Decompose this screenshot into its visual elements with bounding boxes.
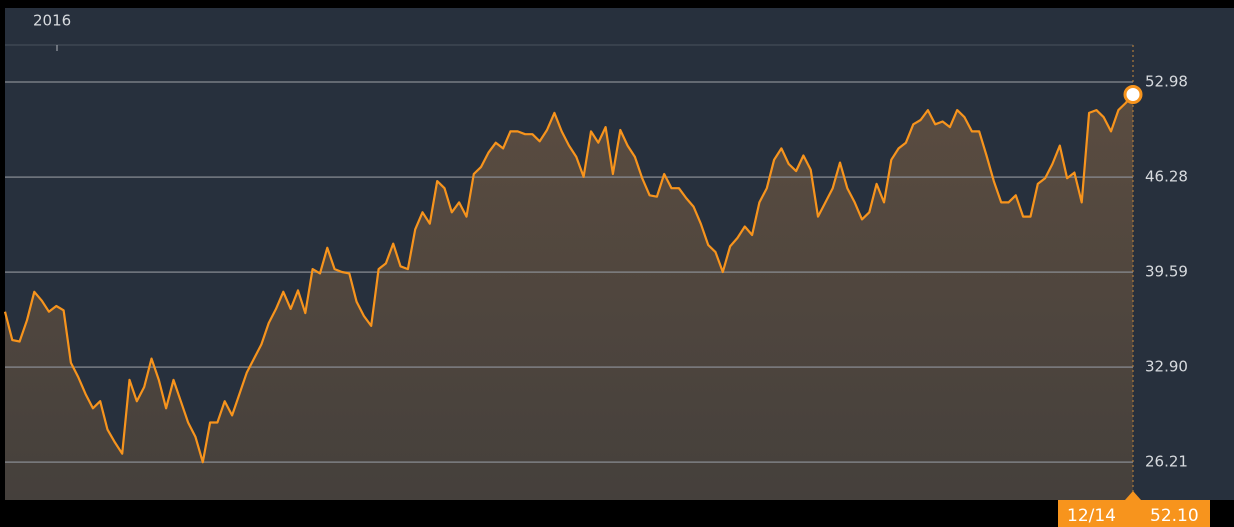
y-tick-label: 39.59 xyxy=(1145,263,1188,281)
axis-background xyxy=(1133,8,1234,500)
last-point xyxy=(1123,84,1143,104)
last-label-pointer xyxy=(1125,491,1141,500)
y-tick-label: 52.98 xyxy=(1145,72,1188,90)
period-label: 2016 xyxy=(33,12,71,30)
y-tick-label: 26.21 xyxy=(1145,453,1188,471)
last-label-box xyxy=(1058,500,1210,527)
y-tick-label: 46.28 xyxy=(1145,168,1188,186)
last-date: 12/14 xyxy=(1067,506,1116,526)
y-tick-label: 32.90 xyxy=(1145,358,1188,376)
last-value: 52.10 xyxy=(1150,506,1199,526)
price-line xyxy=(3,93,1134,464)
